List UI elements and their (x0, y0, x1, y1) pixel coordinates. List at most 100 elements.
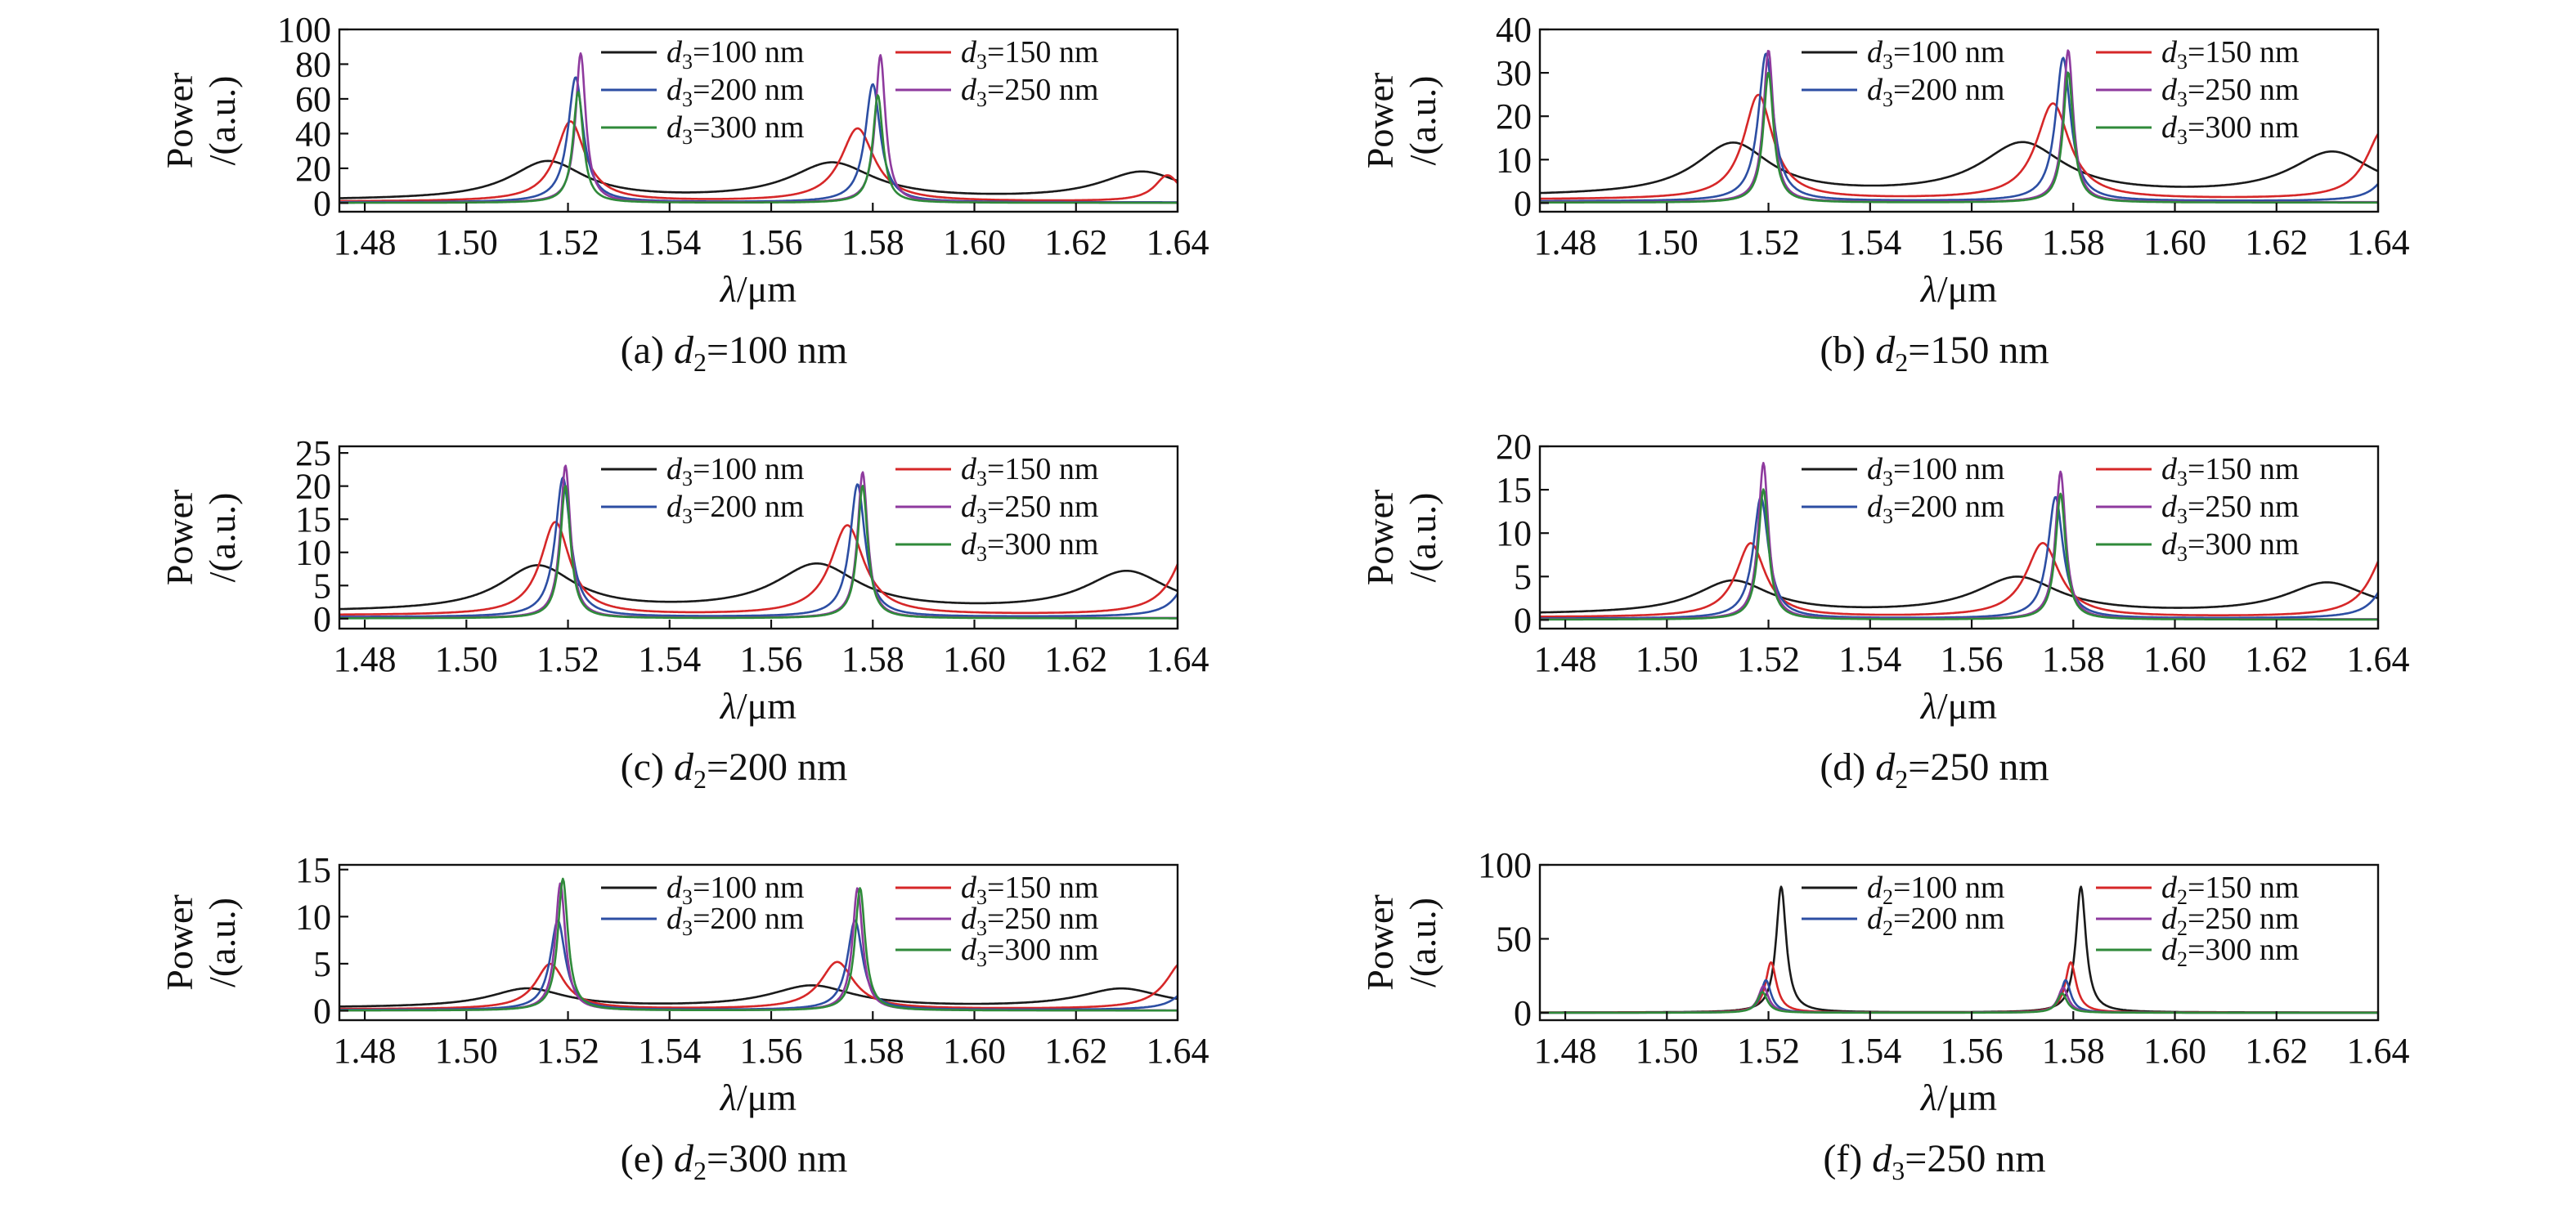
legend-label: d3=300 nm (2161, 527, 2300, 566)
y-axis-label-line1: Power (159, 73, 200, 169)
y-tick-label: 10 (1496, 140, 1532, 180)
panel-caption-e: (e) d2=300 nm (621, 1137, 848, 1185)
series-line-f-1 (1539, 960, 2379, 1014)
legend-label: d3=250 nm (2161, 73, 2300, 111)
y-tick-label: 20 (1496, 96, 1532, 137)
y-axis-label-line1: Power (1359, 73, 1401, 169)
legend-label: d3=200 nm (1867, 73, 2005, 111)
y-tick-label: 0 (313, 991, 331, 1031)
x-tick-label: 1.64 (2347, 639, 2410, 679)
x-tick-label: 1.62 (2245, 222, 2308, 262)
y-tick-label: 15 (295, 850, 331, 890)
x-tick-label: 1.60 (943, 222, 1006, 262)
x-tick-label: 1.60 (2143, 222, 2206, 262)
x-tick-label: 1.54 (1838, 1031, 1901, 1071)
legend-label: d3=100 nm (1867, 452, 2005, 490)
series-line-c-2 (339, 477, 1179, 618)
y-tick-label: 20 (295, 467, 331, 507)
x-tick-label: 1.48 (1534, 639, 1597, 679)
y-tick-label: 100 (277, 10, 331, 50)
x-tick-label: 1.62 (1044, 1031, 1107, 1071)
series-line-f-4 (1539, 991, 2379, 1014)
x-tick-label: 1.64 (1147, 1031, 1209, 1071)
x-axis-label: λ/μm (719, 685, 797, 727)
legend-label: d3=200 nm (666, 902, 805, 940)
y-tick-label: 15 (1496, 470, 1532, 510)
series-line-b-1 (1539, 93, 2380, 200)
legend-label: d3=300 nm (961, 933, 1099, 971)
y-axis-label-line1: Power (159, 894, 200, 991)
x-axis-label: λ/μm (1919, 1077, 1997, 1118)
x-tick-label: 1.48 (334, 1031, 397, 1071)
series-line-a-1 (339, 120, 1178, 203)
x-tick-label: 1.58 (841, 222, 904, 262)
y-tick-label: 20 (295, 149, 331, 189)
x-tick-label: 1.48 (334, 222, 397, 262)
legend-label: d3=200 nm (666, 73, 805, 111)
series-line-c-0 (339, 562, 1178, 611)
legend-label: d3=150 nm (961, 35, 1099, 74)
x-tick-label: 1.50 (435, 639, 498, 679)
y-tick-label: 80 (295, 44, 331, 84)
plot-frame-b (1538, 28, 2380, 213)
series-line-a-4 (339, 91, 1178, 204)
series-line-d-0 (1539, 575, 2379, 614)
chart-panel-a: 1.48 1.50 1.52 1.54 1.56 1.58 1.60 1.62 1.64 0204… (159, 10, 1209, 377)
y-tick-label: 5 (1514, 557, 1532, 597)
legend-label: d2=200 nm (1867, 902, 2005, 940)
x-tick-label: 1.56 (740, 1031, 803, 1071)
x-tick-label: 1.64 (1147, 639, 1209, 679)
x-tick-label: 1.54 (638, 639, 701, 679)
y-tick-label: 40 (295, 114, 331, 154)
x-axis-label: λ/μm (1919, 268, 1997, 310)
legend-label: d3=200 nm (1867, 490, 2005, 528)
y-tick-label: 15 (295, 499, 331, 540)
y-axis-label-line1: Power (1359, 894, 1401, 991)
x-tick-label: 1.62 (2245, 639, 2308, 679)
x-tick-label: 1.50 (1636, 1031, 1699, 1071)
series-line-f-3 (1539, 985, 2379, 1014)
series-line-e-0 (339, 984, 1178, 1008)
y-tick-label: 40 (1496, 10, 1532, 50)
legend-label: d3=300 nm (961, 527, 1099, 566)
x-tick-label: 1.58 (841, 1031, 904, 1071)
panel-caption-f: (f) d3=250 nm (1823, 1137, 2045, 1185)
legend-label: d3=150 nm (2161, 35, 2300, 74)
x-tick-label: 1.50 (435, 1031, 498, 1071)
x-tick-label: 1.60 (943, 1031, 1006, 1071)
y-tick-label: 25 (295, 433, 331, 473)
series-line-b-4 (1539, 71, 2379, 204)
x-tick-label: 1.56 (1941, 222, 2004, 262)
x-tick-label: 1.62 (2245, 1031, 2308, 1071)
series-line-e-4 (339, 877, 1178, 1012)
legend-label: d3=250 nm (961, 902, 1099, 940)
y-axis-label-line2: /(a.u.) (1402, 76, 1443, 166)
x-tick-label: 1.52 (536, 222, 599, 262)
x-tick-label: 1.58 (2042, 222, 2105, 262)
x-tick-label: 1.50 (435, 222, 498, 262)
y-axis-label-line2: /(a.u.) (201, 898, 243, 987)
x-axis-label: λ/μm (719, 1077, 797, 1118)
x-tick-label: 1.48 (1534, 1031, 1597, 1071)
plot-frame-c (338, 445, 1179, 630)
series-line-a-0 (339, 159, 1178, 199)
x-tick-label: 1.48 (334, 639, 397, 679)
legend-label: d2=100 nm (1867, 871, 2005, 909)
x-tick-label: 1.64 (1147, 222, 1209, 262)
x-tick-label: 1.54 (1838, 222, 1901, 262)
x-tick-label: 1.56 (740, 639, 803, 679)
series-line-d-1 (1539, 542, 2380, 618)
legend-label: d3=150 nm (2161, 452, 2300, 490)
x-tick-label: 1.52 (1737, 639, 1800, 679)
chart-panel-c: 1.48 1.50 1.52 1.54 1.56 1.58 1.60 1.62 1.64 0510… (159, 433, 1209, 794)
x-tick-label: 1.62 (1044, 222, 1107, 262)
legend-label: d3=150 nm (961, 452, 1099, 490)
chart-panel-d: 1.48 1.50 1.52 1.54 1.56 1.58 1.60 1.62 1.64 0510… (1359, 427, 2410, 794)
panel-caption-a: (a) d2=100 nm (621, 329, 848, 377)
legend-label: d2=300 nm (2161, 933, 2300, 971)
x-tick-label: 1.64 (2347, 1031, 2410, 1071)
x-tick-label: 1.56 (1941, 1031, 2004, 1071)
series-line-d-4 (1539, 488, 2379, 621)
y-tick-label: 0 (1514, 600, 1532, 640)
x-tick-label: 1.56 (740, 222, 803, 262)
